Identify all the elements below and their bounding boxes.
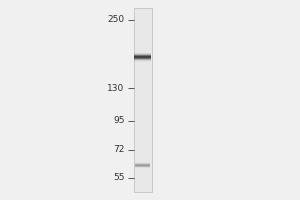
Bar (134, 59, 151, 60)
Text: 130: 130 (107, 84, 124, 93)
Bar (134, 57, 151, 58)
Bar (134, 55, 151, 56)
Bar (134, 60, 151, 61)
Text: 72: 72 (113, 145, 124, 154)
Bar (134, 56, 151, 57)
Bar (134, 58, 151, 59)
Bar (134, 54, 151, 55)
Bar (134, 61, 151, 62)
Text: 55: 55 (113, 173, 124, 182)
Text: 250: 250 (107, 15, 124, 24)
Bar (134, 53, 151, 54)
Bar (134, 8, 152, 192)
Text: 95: 95 (113, 116, 124, 125)
